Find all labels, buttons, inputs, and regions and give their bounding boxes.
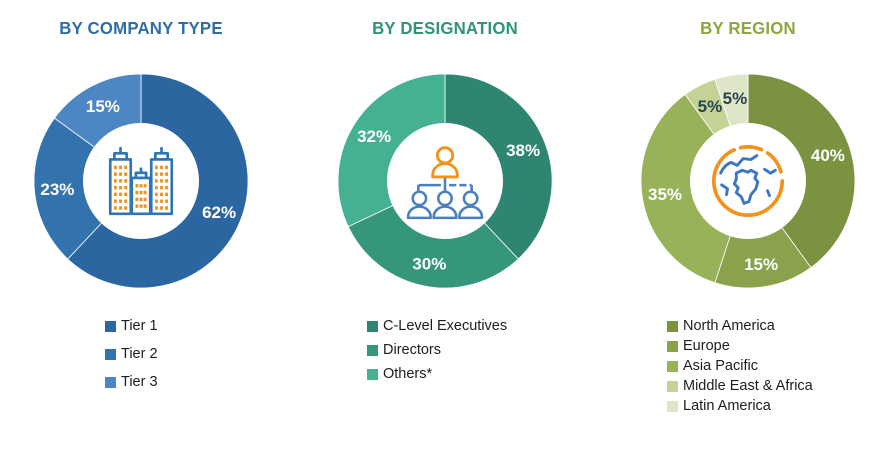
percent-label: 30% <box>412 255 446 274</box>
legend-label: Tier 3 <box>121 374 158 390</box>
legend-swatch <box>367 369 378 380</box>
legend-swatch <box>105 377 116 388</box>
chart-title: BY DESIGNATION <box>372 18 518 38</box>
percent-label: 62% <box>202 203 236 222</box>
percent-label: 5% <box>723 89 748 108</box>
legend-item: Others* <box>367 366 577 383</box>
legend-swatch <box>667 401 678 412</box>
legend-label: Latin America <box>683 398 771 414</box>
percent-label: 15% <box>744 255 778 274</box>
legend-swatch <box>667 341 678 352</box>
legend-item: Latin America <box>667 398 874 415</box>
legend-item: C-Level Executives <box>367 318 577 335</box>
legend-swatch <box>667 321 678 332</box>
donut-svg: 40% 15% 35% 5% 5% <box>640 73 856 289</box>
percent-label: 40% <box>811 146 845 165</box>
legend-label: North America <box>683 318 775 334</box>
legend-item: North America <box>667 318 874 335</box>
company-type-chart-section: BY COMPANY TYPE 62% 23% 15% Tier 1 Tier 2 Ti… <box>9 0 273 391</box>
legend-label: Middle East & Africa <box>683 378 813 394</box>
region-donut: 40% 15% 35% 5% 5% <box>638 71 858 291</box>
percent-label: 35% <box>648 185 682 204</box>
legend-label: Directors <box>383 342 442 358</box>
legend-swatch <box>667 381 678 392</box>
legend-item: Tier 3 <box>105 374 273 391</box>
legend-item: Europe <box>667 338 874 355</box>
designation-donut: 38% 30% 32% <box>335 71 555 291</box>
legend-item: Directors <box>367 342 577 359</box>
legend-item: Middle East & Africa <box>667 378 874 395</box>
legend-label: Tier 2 <box>121 346 158 362</box>
legend: North America Europe Asia Pacific Middle Ea… <box>667 318 874 415</box>
percent-label: 38% <box>506 141 540 160</box>
legend-swatch <box>367 345 378 356</box>
legend-label: C-Level Executives <box>383 318 508 334</box>
chart-title: BY COMPANY TYPE <box>59 18 223 38</box>
legend-item: Tier 1 <box>105 318 273 335</box>
company-type-donut: 62% 23% 15% <box>31 71 251 291</box>
percent-label: 5% <box>698 97 723 116</box>
donut-hole <box>387 123 503 239</box>
legend-label: Others* <box>383 366 433 382</box>
region-chart-section: BY REGION 40% 15% 35% 5% 5% North America Eur… <box>616 0 874 415</box>
legend-swatch <box>667 361 678 372</box>
legend-item: Tier 2 <box>105 346 273 363</box>
legend-label: Asia Pacific <box>683 358 758 374</box>
percent-label: 32% <box>357 127 391 146</box>
legend-swatch <box>105 349 116 360</box>
donut-hole <box>690 123 806 239</box>
percent-label: 15% <box>86 97 120 116</box>
legend: C-Level Executives Directors Others* <box>367 318 577 383</box>
donut-svg: 62% 23% 15% <box>33 73 249 289</box>
chart-title: BY REGION <box>700 18 796 38</box>
designation-chart-section: BY DESIGNATION 38% 30% 32% C-Level <box>313 0 577 383</box>
donut-svg: 38% 30% 32% <box>337 73 553 289</box>
donut-hole <box>83 123 199 239</box>
legend-label: Europe <box>683 338 730 354</box>
legend-item: Asia Pacific <box>667 358 874 375</box>
legend-label: Tier 1 <box>121 318 158 334</box>
legend-swatch <box>105 321 116 332</box>
percent-label: 23% <box>40 180 74 199</box>
legend-swatch <box>367 321 378 332</box>
legend: Tier 1 Tier 2 Tier 3 <box>105 318 273 391</box>
